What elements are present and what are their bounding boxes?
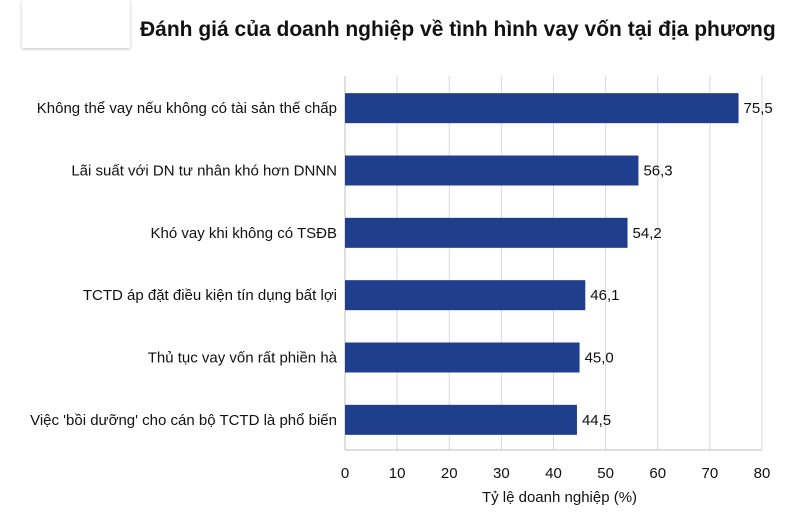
value-label: 56,3 <box>643 163 672 180</box>
bar <box>345 342 580 373</box>
bar <box>345 280 586 311</box>
x-tick-label: 50 <box>597 465 614 482</box>
x-tick-labels: 0 10 20 30 40 50 60 70 80 <box>341 465 771 482</box>
value-label: 44,5 <box>582 412 611 429</box>
category-label: Khó vay khi không có TSĐB <box>151 225 338 242</box>
value-label: 75,5 <box>744 100 773 117</box>
value-labels: 75,5 56,3 54,2 46,1 45,0 44,5 <box>582 100 773 429</box>
category-label: TCTD áp đặt điều kiện tín dụng bất lợi <box>83 287 337 304</box>
category-label: Thủ tục vay vốn rất phiền hà <box>148 350 338 367</box>
x-tick-label: 20 <box>441 465 458 482</box>
x-tick-label: 30 <box>493 465 510 482</box>
gridlines <box>344 76 763 451</box>
bar <box>345 155 639 186</box>
value-label: 46,1 <box>590 287 619 304</box>
x-tick-label: 10 <box>389 465 406 482</box>
category-label: Không thể vay nếu không có tài sản thế c… <box>37 100 337 117</box>
x-tick-label: 60 <box>649 465 666 482</box>
bar <box>345 217 628 248</box>
category-labels: Không thể vay nếu không có tài sản thế c… <box>30 100 338 429</box>
logo-placeholder <box>22 0 130 48</box>
x-tick-label: 80 <box>754 465 771 482</box>
bars <box>345 93 739 435</box>
value-label: 45,0 <box>585 350 614 367</box>
x-tick-label: 40 <box>545 465 562 482</box>
x-tick-label: 0 <box>341 465 349 482</box>
chart-title: Đánh giá của doanh nghiệp về tình hình v… <box>140 18 776 41</box>
x-axis-title: Tỷ lệ doanh nghiệp (%) <box>482 489 637 506</box>
category-label: Lãi suất với DN tư nhân khó hơn DNNN <box>71 163 337 180</box>
value-label: 54,2 <box>633 225 662 242</box>
x-tick-label: 70 <box>702 465 719 482</box>
bar <box>345 404 577 435</box>
bar <box>345 93 739 124</box>
category-label: Việc 'bồi dưỡng' cho cán bộ TCTD là phổ … <box>30 412 337 429</box>
